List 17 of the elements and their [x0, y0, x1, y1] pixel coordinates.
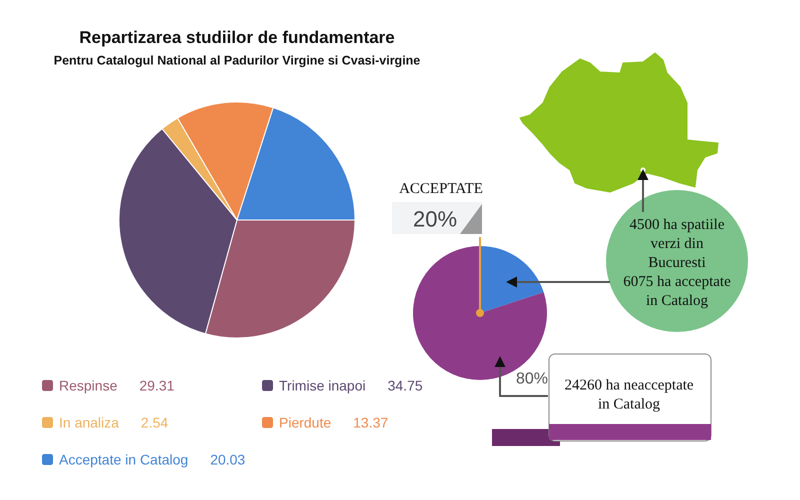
legend-label: Trimise inapoi — [279, 378, 366, 394]
chart-subtitle: Pentru Catalogul National al Padurilor Virgine si Cvasi-virgine — [54, 54, 420, 68]
data-label: 20.03 — [210, 452, 246, 468]
data-label: 34.75 — [388, 378, 423, 394]
text: 24260 ha neacceptate in Catalog — [564, 378, 694, 412]
chart-title: Repartizarea studiilor de fundamentare — [79, 28, 395, 47]
legend-label: Respinse — [59, 378, 118, 394]
data-label: 20% — [412, 206, 458, 232]
data-label: 80% — [516, 370, 548, 388]
legend-label: In analiza — [59, 414, 120, 430]
data-label: 2.54 — [140, 414, 168, 430]
text: 4500 ha spatiile verzi din Bucuresti 6075 ha acceptate in Catalog — [623, 217, 732, 309]
data-label: 29.31 — [139, 378, 175, 394]
data-label: 13.37 — [353, 414, 388, 430]
legend-label: Acceptate in Catalog — [59, 452, 188, 468]
slice-label: ACCEPTATE — [399, 181, 483, 197]
legend-label: Pierdute — [279, 414, 332, 430]
